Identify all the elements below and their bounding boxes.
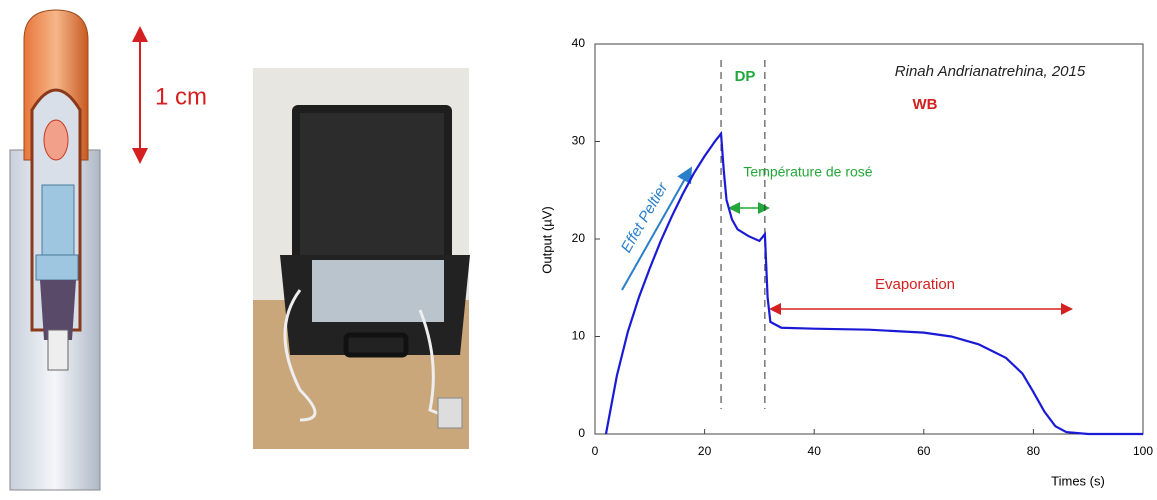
probe-illustration <box>9 9 101 491</box>
y-tick-label: 30 <box>572 134 586 148</box>
annotation: Rinah Andrianatrehina, 2015 <box>895 63 1086 80</box>
x-tick-label: 80 <box>1027 444 1041 458</box>
peltier-arrow <box>621 166 692 291</box>
x-tick-label: 40 <box>808 444 822 458</box>
annotation: Evaporation <box>875 276 955 293</box>
y-axis-label: Output (µV) <box>539 206 554 273</box>
y-tick-label: 0 <box>578 426 585 440</box>
annotation: Température de rosé <box>743 164 872 180</box>
x-tick-label: 100 <box>1133 444 1153 458</box>
x-tick-label: 60 <box>917 444 931 458</box>
y-tick-label: 20 <box>572 231 586 245</box>
annotation: DP <box>735 68 756 85</box>
scale-label: 1 cm <box>155 83 207 110</box>
x-axis-label: Times (s) <box>1051 473 1105 488</box>
device-photo <box>253 68 470 449</box>
x-tick-label: 20 <box>698 444 712 458</box>
x-tick-label: 0 <box>592 444 599 458</box>
y-tick-label: 40 <box>572 36 586 50</box>
y-tick-label: 10 <box>572 329 586 343</box>
plot-frame <box>594 43 1144 435</box>
output-curve <box>604 130 1143 436</box>
annotation: WB <box>913 96 938 113</box>
